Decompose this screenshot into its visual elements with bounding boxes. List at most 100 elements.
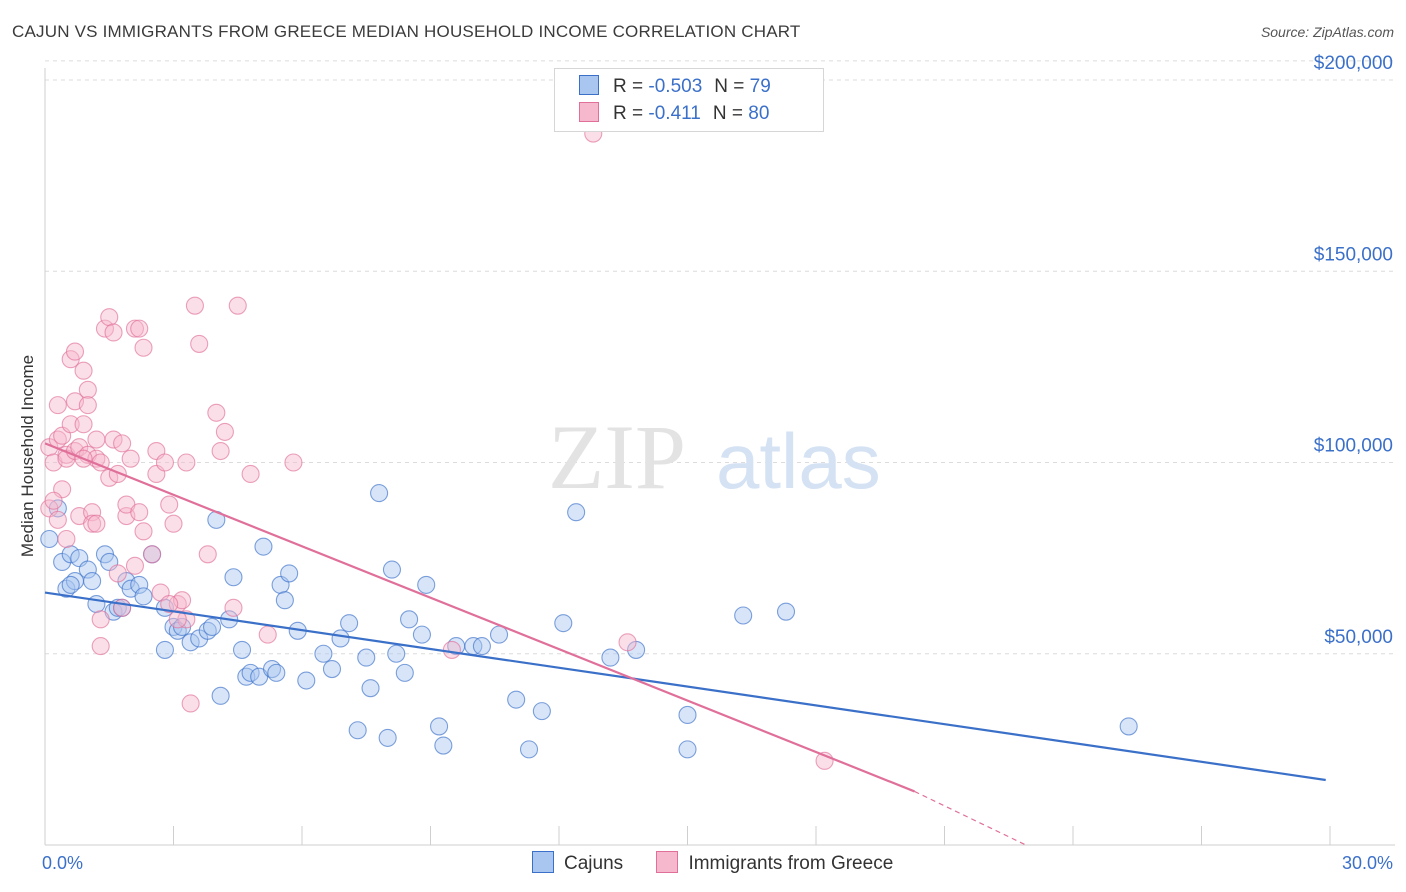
legend-r-label: R = (613, 103, 644, 124)
cajuns-point (331, 629, 350, 648)
series-swatch-cajuns (532, 851, 554, 873)
greece-point (168, 610, 187, 629)
cajuns-point (130, 575, 149, 594)
watermark-atlas: atlas (716, 417, 881, 505)
greece-point (104, 323, 123, 342)
cajuns-point (61, 575, 80, 594)
cajuns-point (155, 640, 174, 659)
cajuns-point (340, 614, 359, 633)
cajuns-point (387, 644, 406, 663)
greece-point (442, 640, 461, 659)
y-tick-label: $200,000 (1314, 53, 1393, 74)
greece-point (215, 422, 234, 441)
source-label: Source: ZipAtlas.com (1260, 24, 1394, 40)
cajuns-point (776, 602, 796, 621)
data-points (40, 124, 1138, 770)
series-legend: Cajuns Immigrants from Greece (532, 851, 921, 875)
x-tick-labels: 0.0% 30.0% (42, 853, 1393, 873)
cajuns-point (417, 575, 436, 594)
greece-point (108, 564, 127, 583)
cajuns-point (678, 740, 697, 759)
series-swatch-greece (656, 851, 679, 873)
cajuns-point (370, 484, 389, 503)
greece-point (134, 338, 153, 357)
cajuns-point (434, 736, 453, 755)
legend-swatch-cajuns (579, 75, 599, 95)
greece-point (207, 403, 226, 422)
greece-point (164, 514, 183, 533)
y-tick-label: $50,000 (1324, 627, 1393, 648)
greece-point (100, 308, 119, 327)
greece-point (177, 453, 196, 472)
cajuns-point (554, 614, 573, 633)
cajuns-point (412, 625, 431, 644)
cajuns-point (519, 740, 539, 759)
cajuns-point (241, 663, 260, 682)
greece-point (61, 415, 80, 434)
cajuns-point (78, 560, 97, 579)
cajuns-point (211, 686, 230, 705)
greece-point (95, 319, 115, 338)
greece-point (91, 637, 110, 656)
series-name: Cajuns (564, 853, 624, 874)
cajuns-point (507, 690, 526, 709)
cajuns-point (134, 587, 153, 606)
greece-point (130, 319, 149, 338)
y-tick-label: $100,000 (1314, 436, 1393, 457)
legend-swatch-greece (579, 102, 599, 122)
cajuns-point (224, 568, 243, 587)
series-name: Immigrants from Greece (688, 853, 894, 874)
cajuns-point (83, 572, 102, 591)
greece-trend-extension (914, 790, 1027, 846)
y-axis-label: Median Household Income (18, 354, 37, 558)
cajuns-point (734, 606, 753, 625)
cajuns-point (181, 633, 200, 652)
cajuns-point (267, 663, 286, 682)
legend-n-value: 79 (749, 76, 771, 97)
legend-n-value: 80 (748, 103, 770, 124)
greece-point (134, 522, 153, 541)
cajuns-point (361, 679, 380, 698)
greece-point (121, 449, 140, 468)
cajuns-point (567, 503, 586, 522)
greece-point (125, 556, 144, 575)
legend-row-greece: R = -0.411 N = 80 (579, 100, 769, 128)
greece-point (104, 430, 123, 449)
cajuns-point (395, 663, 414, 682)
greece-point (224, 598, 243, 617)
cajuns-point (280, 564, 299, 583)
greece-point (83, 514, 102, 533)
series-legend-greece[interactable]: Immigrants from Greece (656, 851, 893, 875)
correlation-legend: R = -0.503 N = 79 R = -0.411 N = 80 (554, 68, 824, 132)
greece-point (78, 396, 97, 415)
greece-point (87, 514, 106, 533)
legend-n-label: N = (712, 103, 743, 124)
legend-r-value: -0.411 (648, 103, 701, 124)
cajuns-point (297, 671, 316, 690)
legend-r-label: R = (613, 76, 644, 97)
greece-point (160, 594, 179, 614)
trend-lines (44, 442, 1326, 846)
series-legend-cajuns[interactable]: Cajuns (532, 851, 623, 875)
chart-title: CAJUN VS IMMIGRANTS FROM GREECE MEDIAN H… (12, 22, 801, 41)
greece-point (87, 430, 106, 449)
cajuns-point (203, 617, 222, 637)
greece-point (284, 453, 303, 472)
cajuns-point (322, 659, 342, 679)
axes (44, 68, 1395, 846)
cajuns-trend-line (44, 591, 1326, 782)
greece-point (198, 545, 217, 564)
greece-point (113, 434, 132, 453)
cajuns-point (382, 560, 402, 579)
cajuns-point (40, 529, 59, 549)
y-tick-labels: $50,000 $100,000 $150,000 $200,000 (1314, 53, 1393, 648)
cajuns-point (314, 644, 333, 663)
watermark-zip: ZIP (548, 406, 686, 508)
y-tick-label: $150,000 (1314, 244, 1393, 265)
greece-point (181, 694, 200, 713)
x-tick-label-max: 30.0% (1342, 853, 1393, 873)
greece-point (241, 464, 260, 484)
greece-point (228, 296, 247, 315)
greece-point (91, 610, 110, 629)
greece-point (48, 510, 67, 529)
